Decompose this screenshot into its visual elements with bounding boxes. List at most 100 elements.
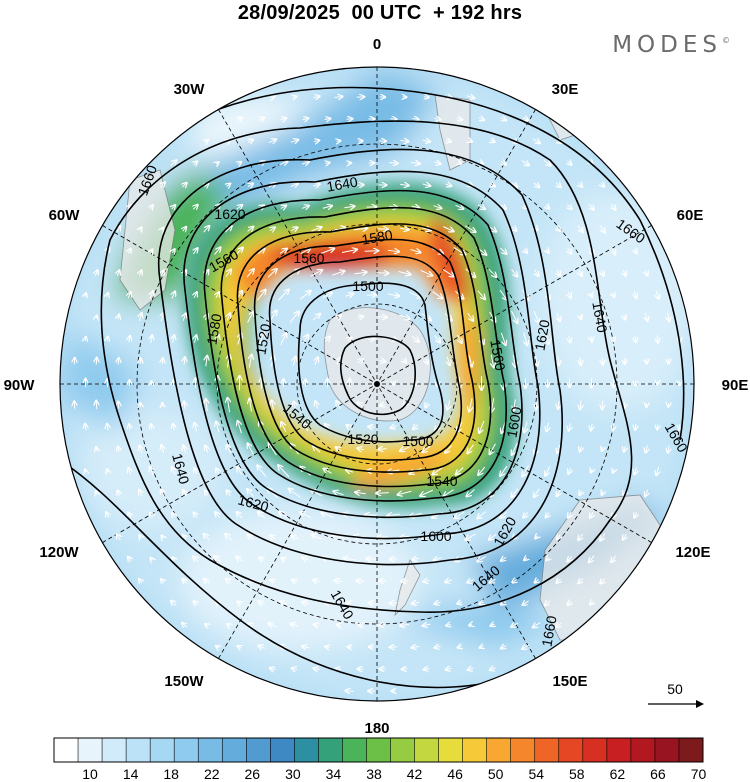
wind-arrow-icon [347,338,352,341]
wind-arrow-icon [117,491,119,496]
contour-label: 1620 [214,206,245,222]
wind-arrow-icon [225,269,231,277]
lon-label-60w: 60W [49,207,81,224]
wind-arrow-icon [281,422,287,433]
wind-arrow-icon [194,292,197,299]
wind-arrow-icon [172,291,175,299]
wind-arrow-icon [118,358,119,365]
wind-arrow-icon [434,162,440,164]
wind-arrow-icon [246,269,254,278]
contour-label: 1640 [325,173,359,194]
wind-arrow-icon [258,601,265,604]
wind-arrow-icon [433,467,443,475]
colorbar-tick-label: 62 [610,766,626,782]
wind-arrow-icon [536,400,537,409]
wind-arrow-icon [227,184,231,187]
wind-arrow-icon [226,579,232,583]
wind-arrow-icon [400,447,410,451]
wind-arrow-icon [534,269,538,276]
wind-arrow-icon [290,140,299,143]
wind-arrow-icon [524,558,527,560]
wind-arrow-icon [599,225,605,232]
wind-arrow-icon [546,422,548,432]
wind-arrow-icon [206,399,207,412]
wind-arrow-icon [425,403,427,408]
wind-arrow-icon [533,310,539,323]
contour-label: 1540 [426,473,457,489]
wind-arrow-icon [411,206,420,208]
wind-arrow-icon [172,557,175,560]
wind-arrow-icon [600,533,605,540]
wind-arrow-icon [589,203,594,210]
wind-arrow-icon [477,205,485,209]
wind-arrow-icon [140,445,142,453]
wind-arrow-icon [171,601,176,606]
wind-arrow-icon [390,559,398,560]
contour-label: 1500 [402,433,433,449]
wind-arrow-icon [151,424,152,430]
wind-arrow-icon [314,668,320,669]
colorbar-tick-label: 10 [82,766,98,782]
wind-arrow-icon [624,401,625,409]
wind-arrow-icon [258,512,266,519]
wind-vectors [74,96,680,692]
wind-arrow-icon [580,357,581,365]
wind-arrow-icon [524,249,527,253]
wind-arrow-icon [488,225,496,232]
wind-arrow-icon [634,291,636,298]
wind-arrow-icon [477,556,486,562]
wind-arrow-icon [378,449,387,450]
wind-arrow-icon [546,333,549,344]
wind-arrow-icon [611,204,615,209]
wind-arrow-icon [490,140,494,142]
colorbar-tick-label: 34 [326,766,342,782]
wind-arrow-icon [443,534,454,540]
lon-label-150w: 150W [164,673,204,690]
wind-arrow-icon [578,579,583,584]
wind-arrow-icon [410,162,420,164]
wind-arrow-icon [423,624,431,626]
wind-arrow-icon [150,467,153,476]
wind-arrow-icon [447,356,450,366]
wind-arrow-icon [117,534,121,541]
wind-arrow-icon [292,668,298,670]
wind-arrow-icon [469,624,472,625]
wind-arrow-icon [247,311,254,323]
wind-arrow-icon [368,427,375,428]
wind-arrow-icon [225,534,233,541]
wind-arrow-icon [591,293,593,297]
wind-arrow-icon [469,398,472,411]
brand-logo: MODES© [612,32,730,58]
wind-arrow-icon [302,118,309,120]
colorbar-swatch [678,738,704,762]
wind-arrow-icon [294,401,296,409]
wind-arrow-icon [249,355,251,368]
wind-arrow-icon [490,624,494,626]
wind-arrow-icon [623,270,625,276]
wind-arrow-icon [333,491,344,495]
wind-arrow-icon [579,269,582,276]
wind-arrow-icon [173,424,174,431]
wind-arrow-icon [302,335,308,344]
colorbar-swatch [318,738,343,762]
contour-label: 1660 [538,614,559,648]
wind-arrow-icon [557,269,560,276]
colorbar-swatch [270,738,295,762]
wind-arrow-icon [364,251,379,252]
contour-label: 1620 [236,491,270,515]
wind-arrow-icon [569,335,571,342]
wind-arrow-icon [389,163,398,164]
wind-arrow-icon [313,446,321,453]
wind-arrow-icon [311,535,322,539]
wind-arrow-icon [568,467,571,474]
wind-arrow-icon [390,603,398,604]
wind-arrow-icon [624,446,625,451]
wind-arrow-icon [557,312,560,321]
wind-arrow-icon [182,579,186,583]
wind-arrow-icon [456,118,463,120]
wind-arrow-icon [227,398,229,413]
contour-label: 1520 [347,431,378,447]
wind-arrow-icon [205,140,208,142]
wind-arrow-icon [336,401,340,410]
wind-arrow-icon [301,162,309,164]
